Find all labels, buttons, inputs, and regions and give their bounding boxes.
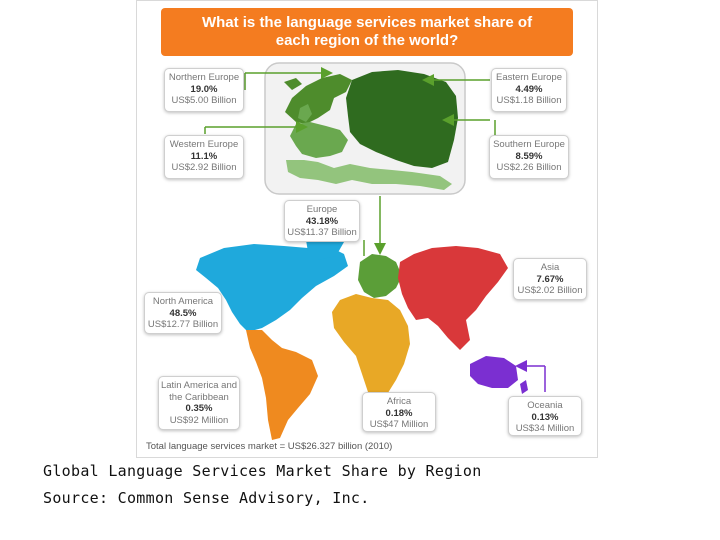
caption-title: Global Language Services Market Share by… [43,462,482,480]
label-europe: Europe 43.18% US$11.37 Billion [284,200,360,242]
label-north-america: North America 48.5% US$12.77 Billion [144,292,222,334]
map-north-america [196,244,348,332]
label-oceania: Oceania 0.13% US$34 Million [508,396,582,436]
map-asia [398,246,508,350]
label-africa: Africa 0.18% US$47 Million [362,392,436,432]
title-line-2: each region of the world? [275,32,459,49]
title-line-1: What is the language services market sha… [201,14,533,31]
map-eastern-europe [346,70,458,168]
map-africa [332,294,410,402]
total-market-footnote: Total language services market = US$26.3… [146,441,393,452]
map-europe [358,254,402,298]
infographic-title: What is the language services market sha… [161,8,573,56]
map-greenland [306,236,344,260]
caption-source: Source: Common Sense Advisory, Inc. [43,489,370,507]
map-british-isles [298,104,312,122]
label-southern-europe: Southern Europe 8.59% US$2.26 Billion [489,135,569,179]
map-new-zealand [520,380,528,394]
label-northern-europe: Northern Europe 19.0% US$5.00 Billion [164,68,244,112]
label-eastern-europe: Eastern Europe 4.49% US$1.18 Billion [491,68,567,112]
map-southern-europe [286,160,452,190]
map-oceania [470,356,518,388]
map-iceland [284,78,302,90]
label-asia: Asia 7.67% US$2.02 Billion [513,258,587,300]
label-latin-america: Latin America and the Caribbean 0.35% US… [158,376,240,430]
label-western-europe: Western Europe 11.1% US$2.92 Billion [164,135,244,179]
map-latin-america [246,330,318,440]
